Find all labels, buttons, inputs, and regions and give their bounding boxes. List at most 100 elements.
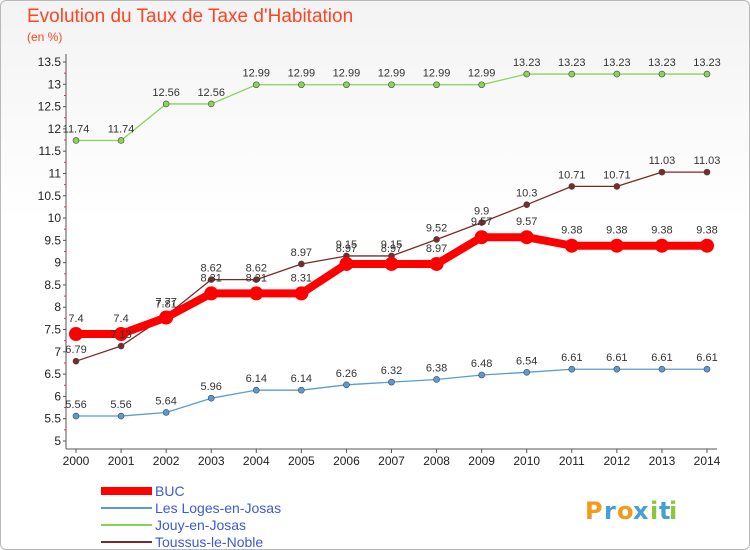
data-label: 12.99	[423, 68, 451, 80]
y-tick-label: 10.5	[38, 189, 62, 203]
y-tick-label: 10	[48, 211, 62, 225]
data-label: 7.13	[110, 329, 131, 341]
data-label: 6.38	[426, 362, 447, 374]
brand-logo-letter: x	[633, 497, 649, 525]
data-point	[523, 201, 531, 208]
data-label: 12.99	[243, 68, 271, 80]
y-tick-label: 13.5	[38, 55, 62, 69]
data-point	[700, 238, 714, 253]
data-label: 9.57	[471, 216, 492, 228]
y-tick-label: 12.5	[38, 100, 62, 114]
data-label: 10.71	[558, 169, 586, 181]
data-point	[162, 100, 170, 108]
data-label: 9.38	[561, 225, 582, 237]
x-tick-label: 2000	[63, 454, 90, 468]
chart-unit: (en %)	[27, 30, 63, 44]
data-label: 7.4	[68, 313, 83, 325]
data-point	[613, 365, 621, 373]
data-point	[703, 365, 711, 373]
data-label: 8.62	[201, 263, 222, 275]
data-point	[249, 286, 264, 301]
data-label: 13.23	[603, 57, 631, 69]
data-point	[429, 256, 444, 271]
brand-logo-letter: r	[604, 497, 616, 525]
brand-logo-letter: i	[669, 497, 677, 525]
data-label: 7.4	[113, 313, 128, 325]
data-point	[117, 137, 125, 144]
y-tick-label: 8	[54, 300, 61, 314]
x-tick-label: 2012	[604, 454, 631, 468]
data-label: 9.38	[696, 225, 717, 237]
data-label: 6.14	[246, 373, 267, 385]
x-tick-label: 2008	[423, 454, 450, 468]
data-label: 5.56	[110, 399, 131, 411]
x-tick-label: 2004	[243, 454, 270, 468]
data-label: 6.61	[651, 352, 672, 364]
brand-logo-letter: P	[585, 497, 603, 525]
data-label: 8.31	[201, 272, 222, 284]
data-point	[388, 378, 395, 386]
x-tick-label: 2007	[378, 454, 405, 468]
data-label: 12.99	[468, 68, 496, 80]
data-label: 6.61	[696, 352, 717, 364]
data-point	[72, 137, 80, 144]
legend-item: Jouy-en-Josas	[155, 517, 246, 533]
data-point	[162, 409, 170, 416]
data-label: 6.54	[516, 355, 537, 367]
data-point	[72, 357, 80, 365]
data-point	[294, 286, 309, 301]
y-tick-label: 12	[48, 122, 62, 136]
x-tick-label: 2006	[333, 454, 360, 468]
data-point	[204, 286, 219, 301]
data-point	[478, 371, 485, 379]
y-tick-label: 7	[54, 345, 61, 359]
y-tick-label: 11.5	[39, 144, 62, 158]
data-point	[658, 365, 666, 373]
brand-logo-letter: t	[659, 497, 670, 525]
data-label: 8.97	[381, 243, 402, 255]
data-point	[298, 81, 305, 89]
data-label: 12.99	[288, 68, 316, 80]
y-tick-label: 6	[54, 389, 61, 403]
data-point	[117, 342, 125, 350]
data-label: 13.23	[513, 57, 541, 69]
data-label: 8.97	[291, 247, 312, 259]
data-label: 11.03	[694, 155, 721, 167]
data-point	[478, 81, 485, 89]
data-point	[252, 276, 260, 283]
data-point	[658, 168, 666, 176]
data-label: 9.38	[651, 225, 672, 237]
data-point	[703, 168, 711, 176]
data-point	[433, 81, 440, 89]
data-label: 13.23	[648, 57, 676, 69]
x-tick-label: 2003	[198, 454, 225, 468]
y-tick-label: 9.5	[44, 233, 61, 247]
y-tick-label: 11	[49, 166, 62, 180]
data-point	[523, 369, 531, 376]
x-tick-label: 2014	[694, 454, 721, 468]
data-point	[478, 219, 485, 226]
data-label: 5.64	[155, 395, 176, 407]
data-label: 6.79	[65, 344, 86, 356]
data-point	[388, 81, 395, 89]
y-tick-label: 13	[48, 77, 62, 91]
data-label: 6.32	[381, 365, 402, 377]
data-label: 5.56	[65, 399, 86, 411]
data-label: 7.77	[155, 296, 176, 308]
data-point	[523, 70, 531, 78]
data-point	[114, 326, 129, 341]
legend-item: Toussus-le-Noble	[155, 534, 263, 549]
y-tick-label: 5.5	[44, 412, 61, 426]
data-point	[298, 260, 305, 268]
data-point	[298, 386, 305, 394]
data-point	[69, 326, 83, 341]
data-point	[609, 238, 624, 253]
x-tick-label: 2005	[288, 454, 315, 468]
x-tick-label: 2011	[559, 454, 585, 468]
data-point	[72, 412, 80, 420]
data-point	[703, 70, 711, 78]
chart-title: Evolution du Taux de Taxe d'Habitation	[27, 6, 354, 27]
x-tick-label: 2009	[468, 454, 495, 468]
data-point	[159, 310, 174, 325]
